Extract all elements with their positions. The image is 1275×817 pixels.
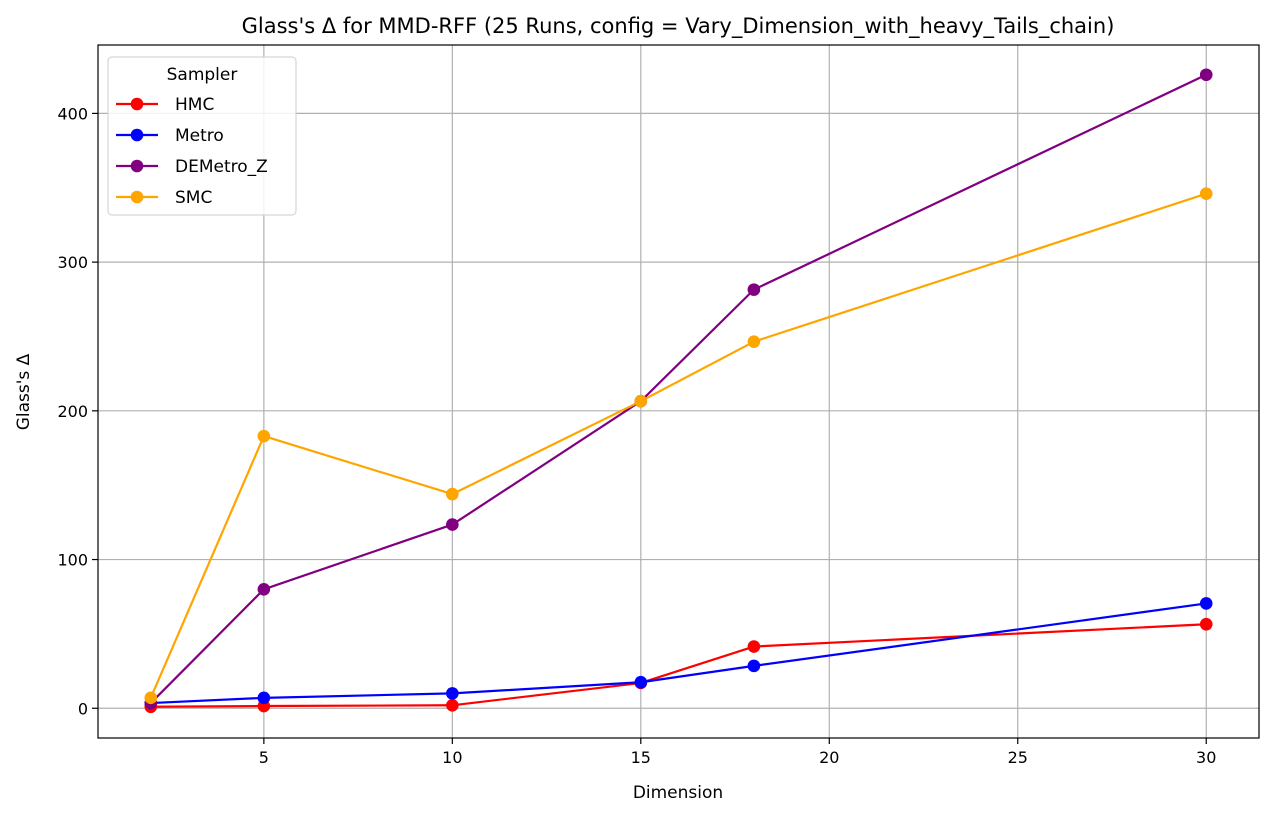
legend-entry-metro: Metro xyxy=(116,126,224,146)
legend-label: HMC xyxy=(175,95,214,115)
data-point-hmc xyxy=(747,640,761,653)
series-line-hmc xyxy=(150,623,1207,708)
data-point-demetro-z xyxy=(257,582,271,596)
y-axis-label: Glass's Δ xyxy=(14,353,34,430)
legend-label: DEMetro_Z xyxy=(175,157,268,177)
legend-label: Metro xyxy=(175,126,224,146)
y-tick-label: 200 xyxy=(57,402,88,421)
data-point-metro xyxy=(634,675,648,689)
data-point-demetro-z xyxy=(446,518,459,531)
data-point-metro xyxy=(446,687,459,700)
x-tick-label: 10 xyxy=(442,748,462,767)
legend-title: Sampler xyxy=(167,65,238,85)
y-tick-label: 100 xyxy=(57,551,88,570)
data-point-demetro-z xyxy=(1199,68,1213,82)
legend-box xyxy=(107,56,297,216)
legend-marker xyxy=(130,190,144,204)
series-line-smc xyxy=(149,192,1207,699)
x-tick-label: 5 xyxy=(259,748,269,767)
legend: Sampler HMC Metro DEMetro_Z SMC xyxy=(107,56,297,216)
data-point-smc xyxy=(144,691,158,705)
legend-entry-hmc: HMC xyxy=(116,95,214,115)
data-point-metro xyxy=(1199,597,1213,610)
chart-title: Glass's Δ for MMD-RFF (25 Runs, config =… xyxy=(242,14,1115,39)
y-tick-label: 400 xyxy=(57,104,88,123)
data-point-smc xyxy=(1199,187,1213,201)
x-axis-label: Dimension xyxy=(633,783,723,803)
legend-marker xyxy=(130,97,144,111)
x-tick-label: 20 xyxy=(819,748,839,767)
series-line-demetro-z xyxy=(149,73,1207,704)
data-point-smc xyxy=(446,487,459,501)
series-line-metro xyxy=(150,602,1207,705)
data-point-hmc xyxy=(1199,617,1213,631)
plot-frame xyxy=(97,44,1260,739)
legend-entry-demetro-z: DEMetro_Z xyxy=(116,157,268,177)
legend-entries: HMC Metro DEMetro_Z SMC xyxy=(116,95,268,208)
x-tick-label: 30 xyxy=(1196,748,1216,767)
data-point-metro xyxy=(747,659,761,673)
data-point-hmc xyxy=(446,698,459,712)
data-point-smc xyxy=(257,429,271,443)
x-axis-ticks: 5 10 15 20 25 30 xyxy=(259,738,1216,767)
series-lines xyxy=(149,73,1207,708)
legend-marker xyxy=(130,128,144,142)
y-tick-label: 300 xyxy=(57,253,88,272)
legend-entry-smc: SMC xyxy=(116,188,212,208)
y-axis-ticks: 0 100 200 300 400 xyxy=(57,104,98,718)
data-point-metro xyxy=(257,691,271,705)
legend-marker xyxy=(130,159,144,173)
x-tick-label: 25 xyxy=(1008,748,1028,767)
x-tick-label: 15 xyxy=(631,748,651,767)
y-tick-label: 0 xyxy=(78,699,88,718)
legend-label: SMC xyxy=(175,188,212,208)
data-point-demetro-z xyxy=(747,283,761,296)
data-point-smc xyxy=(634,394,648,408)
data-point-smc xyxy=(747,335,761,348)
series-points xyxy=(144,68,1213,714)
